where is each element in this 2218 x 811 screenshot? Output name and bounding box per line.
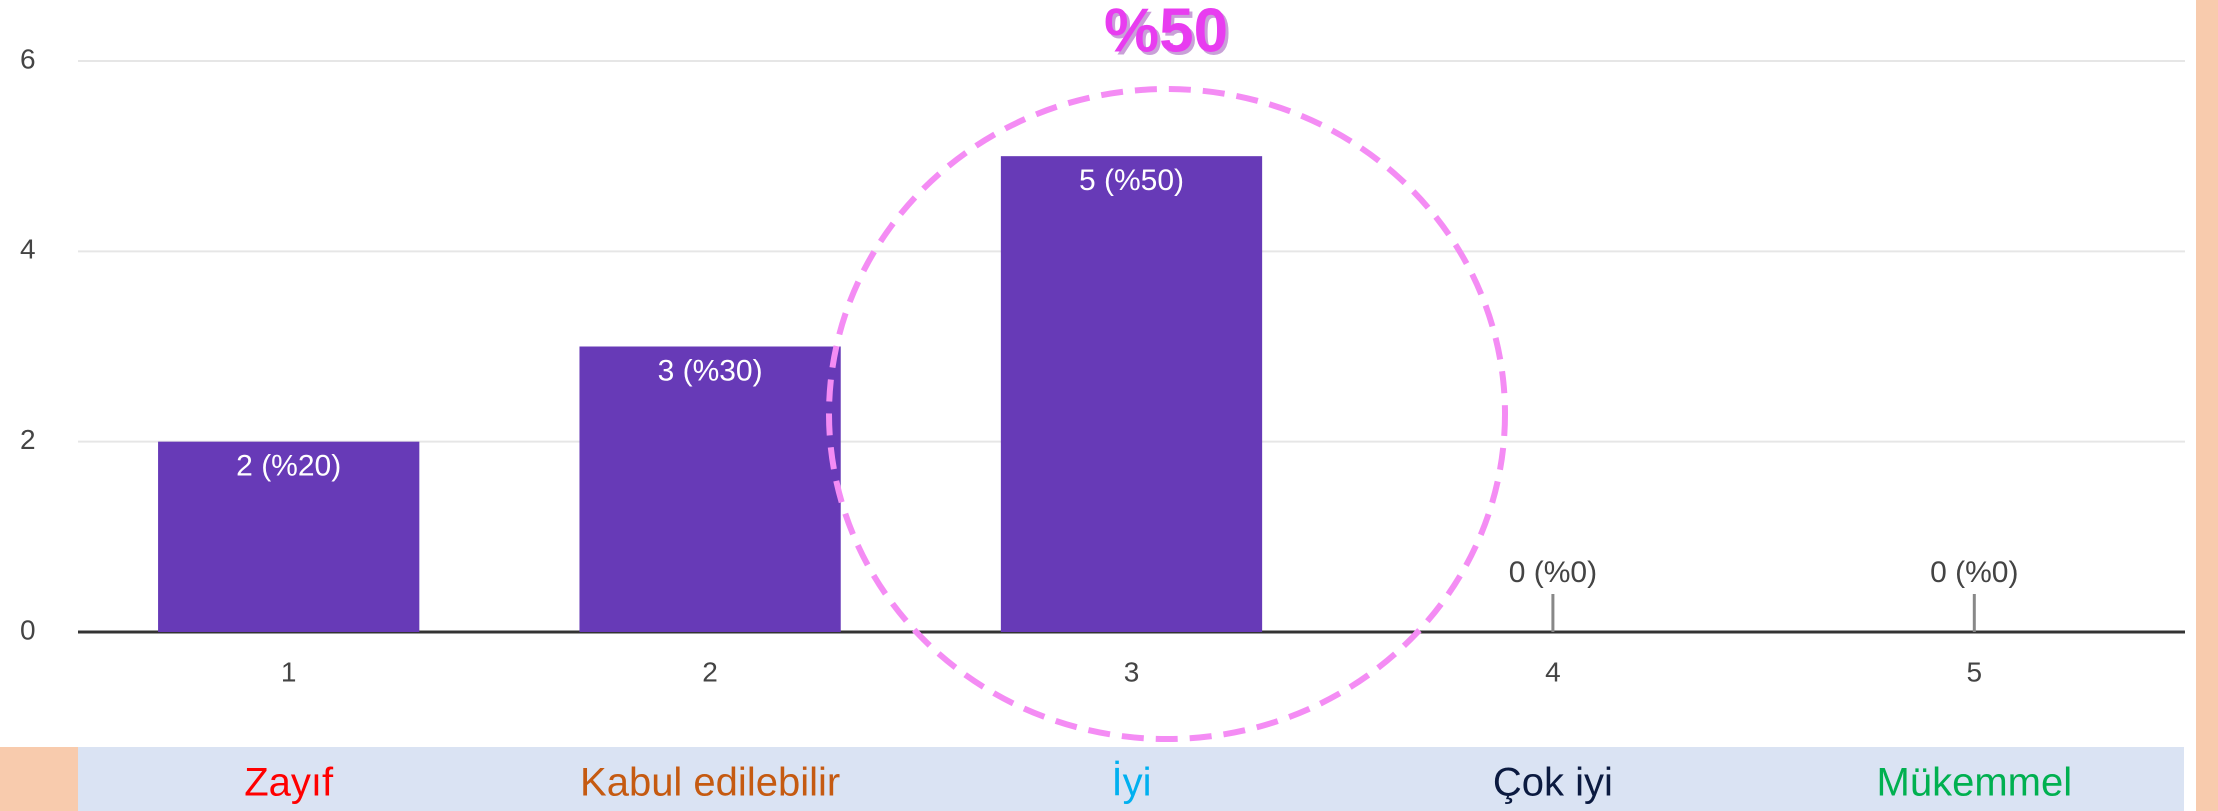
- rating-label: İyi: [1112, 760, 1152, 805]
- value-label: 3 (%30): [658, 354, 763, 387]
- x-tick-label: 5: [1967, 656, 1983, 687]
- value-label: 0 (%0): [1509, 556, 1597, 589]
- x-tick-label: 3: [1124, 656, 1140, 687]
- x-tick-label: 2: [702, 656, 718, 687]
- annotation: %50: [1107, 0, 1231, 68]
- y-tick-label: 2: [20, 424, 36, 455]
- value-label: 2 (%20): [236, 450, 341, 483]
- y-tick-label: 0: [20, 614, 36, 645]
- bar: [579, 346, 841, 632]
- right-stripe: [2196, 0, 2218, 811]
- annotation: %50: [1104, 0, 1228, 65]
- value-label: 5 (%50): [1079, 164, 1184, 197]
- left-block: [0, 747, 78, 811]
- rating-strip: [78, 747, 2184, 811]
- highlight-circle: [826, 86, 1508, 742]
- rating-label: Zayıf: [244, 761, 334, 805]
- value-label: 0 (%0): [1930, 556, 2018, 589]
- y-tick-label: 6: [20, 43, 36, 74]
- x-tick-label: 4: [1545, 656, 1561, 687]
- y-tick-label: 4: [20, 234, 36, 265]
- bar: [158, 441, 420, 632]
- bar: [1000, 156, 1263, 632]
- rating-label: Kabul edilebilir: [580, 761, 840, 805]
- rating-label: Çok iyi: [1493, 761, 1613, 805]
- rating-label: Mükemmel: [1877, 761, 2073, 805]
- x-tick-label: 1: [281, 656, 297, 687]
